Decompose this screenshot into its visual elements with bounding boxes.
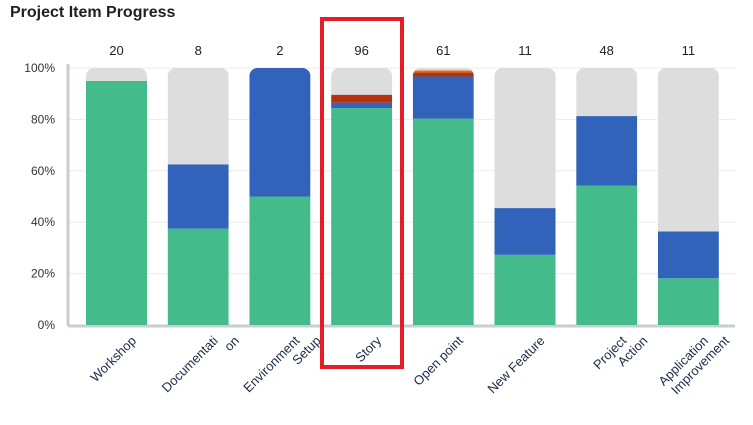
y-tick-label: 40%: [31, 215, 55, 229]
bar-segment-red[interactable]: [412, 72, 474, 77]
bar-segment-blue[interactable]: [249, 68, 311, 197]
bar-segment-grey[interactable]: [167, 68, 229, 165]
bar-count-label: 8: [195, 43, 202, 58]
bar-count-label: 96: [354, 43, 368, 58]
x-category-label-line: New Feature: [484, 333, 547, 396]
x-category-label: Story: [352, 333, 384, 365]
bar-stack: [494, 68, 556, 325]
bar-count-label: 61: [436, 43, 450, 58]
x-category-label: Workshop: [87, 333, 139, 385]
bar-segment-green[interactable]: [576, 185, 638, 325]
y-tick-label: 20%: [31, 267, 55, 281]
bar-segment-green[interactable]: [167, 228, 229, 325]
x-category-label: EnvironmentSetup: [240, 322, 323, 405]
bar-count-label: 11: [518, 43, 532, 58]
bar-segment-blue[interactable]: [494, 208, 556, 255]
bar-segment-blue[interactable]: [657, 231, 719, 279]
y-tick-label: 60%: [31, 164, 55, 178]
bar-segment-blue[interactable]: [167, 164, 229, 229]
bar-segment-red[interactable]: [331, 94, 393, 103]
x-category-label-line: Environment: [240, 333, 302, 395]
x-category-label-line: Open point: [410, 333, 466, 389]
bar-stack: [576, 68, 638, 325]
x-category-label: ProjectAction: [590, 322, 650, 382]
bar-segment-blue[interactable]: [331, 102, 393, 109]
bar-count-label: 2: [276, 43, 283, 58]
bar-stack: [331, 68, 393, 325]
x-category-label: ApplicationImprovement: [655, 322, 732, 399]
bar-segment-green[interactable]: [657, 278, 719, 325]
highlight-box: [320, 17, 404, 369]
chart-title: Project Item Progress: [10, 4, 176, 21]
bar-segment-orange[interactable]: [412, 70, 474, 73]
bar-segment-green[interactable]: [494, 254, 556, 325]
x-category-label: Documentation: [159, 322, 242, 405]
bar-segment-grey[interactable]: [331, 68, 393, 95]
y-tick-label: 0%: [38, 318, 56, 332]
bar-segment-green[interactable]: [249, 196, 311, 326]
x-category-label: New Feature: [484, 333, 547, 396]
x-category-label: Open point: [410, 333, 466, 389]
bar-count-label: 20: [109, 43, 123, 58]
x-category-label-line: on: [221, 333, 242, 354]
bar-segment-blue[interactable]: [576, 116, 638, 186]
bar-segment-grey[interactable]: [657, 68, 719, 232]
bar-segment-grey[interactable]: [412, 68, 474, 71]
bar-stack: [86, 68, 147, 325]
x-category-label-line: Workshop: [87, 333, 139, 385]
bar-stack: [412, 68, 474, 325]
y-tick-label: 80%: [31, 112, 55, 126]
bar-segment-grey[interactable]: [576, 68, 638, 117]
bar-count-label: 48: [599, 43, 613, 58]
bar-segment-grey[interactable]: [494, 68, 556, 209]
bar-stack: [167, 68, 229, 325]
bar-stack: [657, 68, 719, 325]
bar-segment-blue[interactable]: [412, 76, 474, 119]
bar-count-label: 11: [682, 43, 696, 58]
bar-segment-green[interactable]: [412, 118, 474, 325]
bar-stack: [249, 68, 311, 326]
bar-segment-green[interactable]: [86, 80, 147, 325]
x-category-label-line: Story: [352, 333, 384, 365]
bar-segment-green[interactable]: [331, 108, 393, 325]
bar-segment-grey[interactable]: [86, 68, 147, 81]
x-category-label-line: Documentati: [159, 333, 221, 395]
y-tick-label: 100%: [24, 61, 55, 75]
